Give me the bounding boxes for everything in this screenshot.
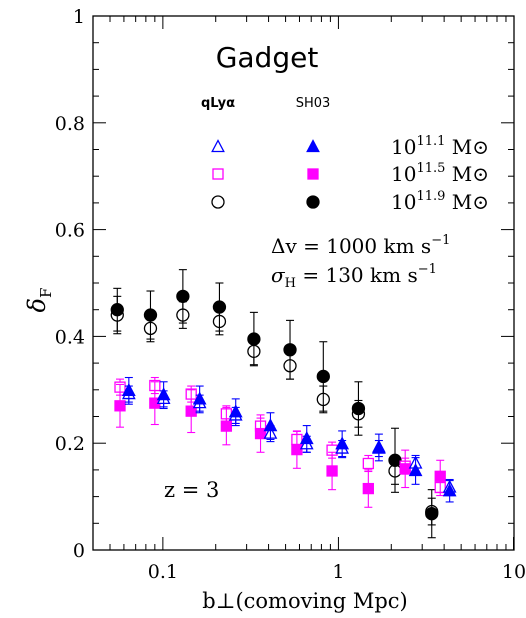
data-point bbox=[425, 507, 439, 521]
chart-title: Gadget bbox=[216, 41, 319, 74]
y-tick-label: 0.4 bbox=[55, 326, 85, 348]
annotation-sigma-symbol: σ bbox=[271, 263, 286, 287]
legend-label: 1011.9 M⊙ bbox=[391, 189, 489, 214]
data-point bbox=[399, 463, 411, 475]
series-circle-filled bbox=[110, 269, 439, 539]
data-point bbox=[228, 404, 243, 418]
data-point bbox=[192, 391, 207, 405]
x-tick-label: 1 bbox=[332, 561, 344, 583]
data-point bbox=[388, 453, 402, 467]
data-point bbox=[247, 332, 261, 346]
y-axis-label-main: δ bbox=[23, 298, 51, 312]
legend-header-sh03: SH03 bbox=[296, 96, 331, 111]
annotation-sigma-text: = 130 km s bbox=[296, 263, 418, 287]
y-tick-label: 0.8 bbox=[55, 113, 85, 135]
legend-marker-filled bbox=[306, 195, 320, 209]
data-point bbox=[212, 300, 227, 314]
legend-marker-open bbox=[211, 139, 225, 153]
data-point bbox=[434, 470, 446, 482]
data-point bbox=[283, 343, 297, 357]
data-point bbox=[114, 400, 126, 412]
data-point bbox=[442, 483, 457, 497]
y-axis-label: δF bbox=[23, 288, 55, 313]
annotation-dv: Δv = 1000 km s−1 bbox=[271, 233, 450, 258]
data-point bbox=[110, 303, 124, 317]
series-square-filled bbox=[114, 381, 446, 508]
annotation-redshift: z = 3 bbox=[164, 478, 219, 502]
legend-label-exp: 11.1 bbox=[416, 134, 445, 149]
legend-header-qlya: qLyα bbox=[201, 96, 235, 111]
annotation-sigma-exp: −1 bbox=[418, 262, 437, 277]
series-circle-open bbox=[110, 295, 439, 526]
data-point bbox=[326, 465, 338, 477]
legend-label: 1011.1 M⊙ bbox=[391, 134, 489, 159]
data-point bbox=[351, 401, 366, 416]
legend-marker-open bbox=[212, 168, 224, 180]
annotation-dv-exp: −1 bbox=[431, 233, 450, 248]
data-point bbox=[299, 431, 314, 445]
y-tick-label: 0 bbox=[73, 540, 85, 562]
legend-label: 1011.5 M⊙ bbox=[391, 161, 489, 186]
x-tick-label: 10 bbox=[502, 561, 526, 583]
annotation-sigma-sub: H bbox=[285, 276, 296, 291]
x-axis-label: b⊥(comoving Mpc) bbox=[202, 589, 407, 613]
annotation-sigma: σH = 130 km s−1 bbox=[271, 262, 437, 291]
legend-label-base: 10 bbox=[391, 190, 416, 214]
data-point bbox=[362, 482, 374, 495]
legend-label-unit: M⊙ bbox=[445, 162, 489, 186]
legend-label-exp: 11.5 bbox=[416, 161, 445, 176]
y-tick-label: 1 bbox=[73, 6, 85, 28]
legend-label-exp: 11.9 bbox=[416, 189, 445, 204]
legend-label-unit: M⊙ bbox=[445, 135, 489, 159]
data-point bbox=[143, 308, 158, 322]
legend-label-unit: M⊙ bbox=[445, 190, 489, 214]
data-point bbox=[372, 439, 386, 453]
annotation-dv-text: Δv = 1000 km s bbox=[271, 234, 431, 258]
legend-marker-filled bbox=[306, 139, 320, 153]
y-axis-label-sub: F bbox=[37, 288, 55, 298]
y-tick-label: 0.2 bbox=[55, 433, 85, 455]
legend-label-base: 10 bbox=[391, 135, 416, 159]
series-triangle-filled bbox=[121, 376, 457, 503]
data-point bbox=[335, 436, 350, 450]
legend-marker-filled bbox=[307, 168, 319, 180]
data-point bbox=[291, 443, 303, 456]
data-point bbox=[156, 387, 171, 401]
data-point bbox=[220, 420, 233, 432]
x-tick-label: 0.1 bbox=[148, 561, 178, 583]
data-point bbox=[408, 463, 423, 477]
data-point bbox=[362, 457, 374, 470]
data-point bbox=[176, 289, 190, 304]
y-tick-label: 0.6 bbox=[55, 220, 85, 242]
data-point bbox=[316, 369, 330, 384]
data-point bbox=[121, 382, 136, 397]
legend-marker-open bbox=[211, 195, 225, 209]
data-point bbox=[263, 418, 278, 432]
data-point bbox=[254, 427, 267, 440]
legend-label-base: 10 bbox=[391, 162, 416, 186]
